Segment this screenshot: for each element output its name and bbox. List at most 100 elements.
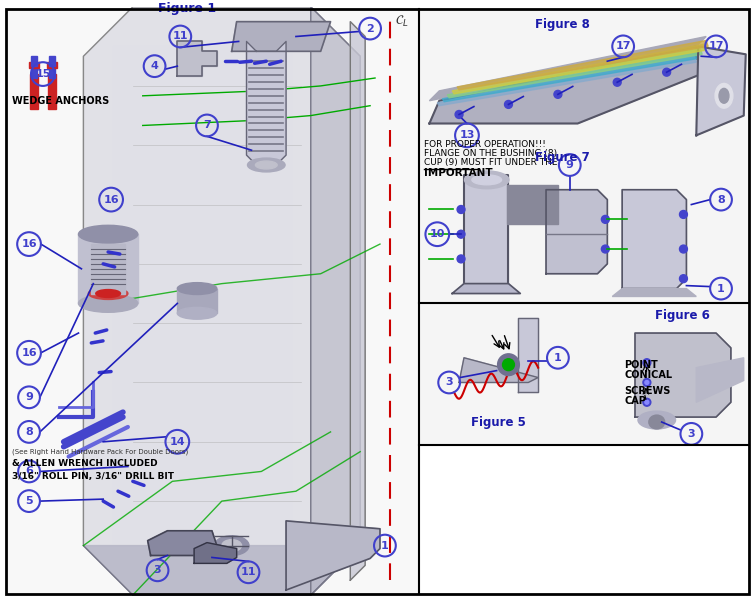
Polygon shape bbox=[430, 46, 716, 123]
Bar bbox=[616, 303, 749, 445]
Polygon shape bbox=[696, 358, 744, 402]
Polygon shape bbox=[622, 190, 686, 288]
Text: 16: 16 bbox=[21, 239, 37, 249]
Ellipse shape bbox=[248, 158, 285, 172]
Ellipse shape bbox=[643, 378, 651, 386]
Ellipse shape bbox=[455, 110, 463, 119]
Polygon shape bbox=[232, 21, 331, 51]
Text: Figure 7: Figure 7 bbox=[535, 151, 590, 163]
Ellipse shape bbox=[715, 83, 733, 108]
Ellipse shape bbox=[638, 411, 676, 429]
Text: Figure 5: Figure 5 bbox=[471, 415, 526, 429]
Text: CUP (9) MUST FIT UNDER THE: CUP (9) MUST FIT UNDER THE bbox=[424, 157, 558, 166]
Text: FOR PROPER OPERATION!!!: FOR PROPER OPERATION!!! bbox=[424, 139, 547, 149]
Text: 3: 3 bbox=[154, 565, 162, 575]
Text: 1: 1 bbox=[381, 541, 389, 551]
Polygon shape bbox=[447, 48, 702, 98]
Ellipse shape bbox=[649, 415, 664, 429]
Polygon shape bbox=[430, 36, 706, 101]
Ellipse shape bbox=[645, 361, 649, 365]
Text: 1: 1 bbox=[554, 353, 562, 363]
Text: 11: 11 bbox=[173, 32, 188, 42]
Bar bbox=[177, 288, 217, 313]
Polygon shape bbox=[696, 46, 746, 135]
Polygon shape bbox=[519, 318, 538, 392]
Text: 7: 7 bbox=[203, 120, 211, 131]
Polygon shape bbox=[437, 56, 696, 105]
Ellipse shape bbox=[680, 210, 687, 218]
Ellipse shape bbox=[457, 255, 465, 263]
Ellipse shape bbox=[88, 288, 128, 299]
Text: Figure 6: Figure 6 bbox=[655, 309, 710, 322]
Polygon shape bbox=[507, 185, 558, 224]
Bar bbox=[418, 303, 616, 445]
Text: Figure 1: Figure 1 bbox=[158, 2, 216, 15]
Ellipse shape bbox=[96, 290, 121, 297]
Text: 9: 9 bbox=[25, 392, 33, 402]
Polygon shape bbox=[459, 358, 538, 383]
Ellipse shape bbox=[214, 536, 249, 555]
Bar bbox=[29, 62, 39, 68]
Polygon shape bbox=[247, 42, 286, 165]
Polygon shape bbox=[546, 190, 607, 274]
Polygon shape bbox=[635, 333, 731, 417]
Polygon shape bbox=[612, 288, 696, 296]
Bar bbox=[418, 148, 749, 303]
Text: 17: 17 bbox=[615, 41, 631, 51]
Polygon shape bbox=[83, 7, 360, 595]
Text: CAP: CAP bbox=[624, 396, 646, 406]
Bar bbox=[31, 56, 37, 66]
Text: 11: 11 bbox=[241, 567, 256, 578]
Ellipse shape bbox=[613, 78, 621, 86]
Text: POINT: POINT bbox=[624, 359, 658, 370]
Ellipse shape bbox=[719, 88, 729, 103]
Polygon shape bbox=[83, 545, 360, 595]
Ellipse shape bbox=[504, 101, 513, 108]
Polygon shape bbox=[286, 521, 380, 590]
Bar bbox=[48, 74, 56, 108]
Polygon shape bbox=[464, 175, 508, 284]
Text: 3/16" ROLL PIN, 3/16" DRILL BIT: 3/16" ROLL PIN, 3/16" DRILL BIT bbox=[12, 472, 174, 481]
Polygon shape bbox=[452, 45, 705, 94]
Bar bbox=[31, 66, 37, 78]
Text: 9: 9 bbox=[565, 160, 574, 170]
Polygon shape bbox=[148, 531, 217, 555]
Ellipse shape bbox=[645, 380, 649, 384]
Text: 8: 8 bbox=[717, 195, 725, 204]
Text: 17: 17 bbox=[708, 41, 724, 51]
Bar bbox=[91, 244, 125, 293]
Ellipse shape bbox=[255, 161, 277, 169]
Polygon shape bbox=[442, 52, 699, 102]
Text: 8: 8 bbox=[25, 427, 33, 437]
Text: 2: 2 bbox=[366, 24, 374, 33]
Polygon shape bbox=[113, 46, 291, 555]
Ellipse shape bbox=[457, 230, 465, 238]
Text: 16: 16 bbox=[103, 195, 119, 204]
Text: 13: 13 bbox=[459, 131, 475, 140]
Text: 6: 6 bbox=[25, 467, 33, 476]
Text: 1: 1 bbox=[717, 284, 725, 294]
Ellipse shape bbox=[645, 401, 649, 404]
Ellipse shape bbox=[464, 171, 509, 189]
Ellipse shape bbox=[79, 225, 137, 243]
Polygon shape bbox=[457, 41, 708, 90]
Ellipse shape bbox=[472, 175, 501, 185]
Text: 3: 3 bbox=[688, 429, 695, 439]
Ellipse shape bbox=[643, 398, 651, 406]
Text: CONICAL: CONICAL bbox=[624, 370, 672, 380]
Ellipse shape bbox=[643, 359, 651, 367]
Text: 5: 5 bbox=[25, 496, 33, 506]
Text: 3: 3 bbox=[445, 377, 453, 387]
Text: Figure 8: Figure 8 bbox=[535, 18, 590, 31]
Polygon shape bbox=[452, 284, 520, 293]
Ellipse shape bbox=[680, 275, 687, 283]
Ellipse shape bbox=[680, 245, 687, 253]
Text: $\mathcal{C}_L$: $\mathcal{C}_L$ bbox=[395, 14, 408, 29]
Polygon shape bbox=[350, 21, 365, 580]
Text: FLANGE ON THE BUSHING (8): FLANGE ON THE BUSHING (8) bbox=[424, 148, 558, 157]
Text: 14: 14 bbox=[170, 437, 185, 447]
Ellipse shape bbox=[457, 206, 465, 213]
Ellipse shape bbox=[663, 68, 670, 76]
Text: 10: 10 bbox=[430, 229, 445, 239]
Ellipse shape bbox=[79, 294, 137, 312]
